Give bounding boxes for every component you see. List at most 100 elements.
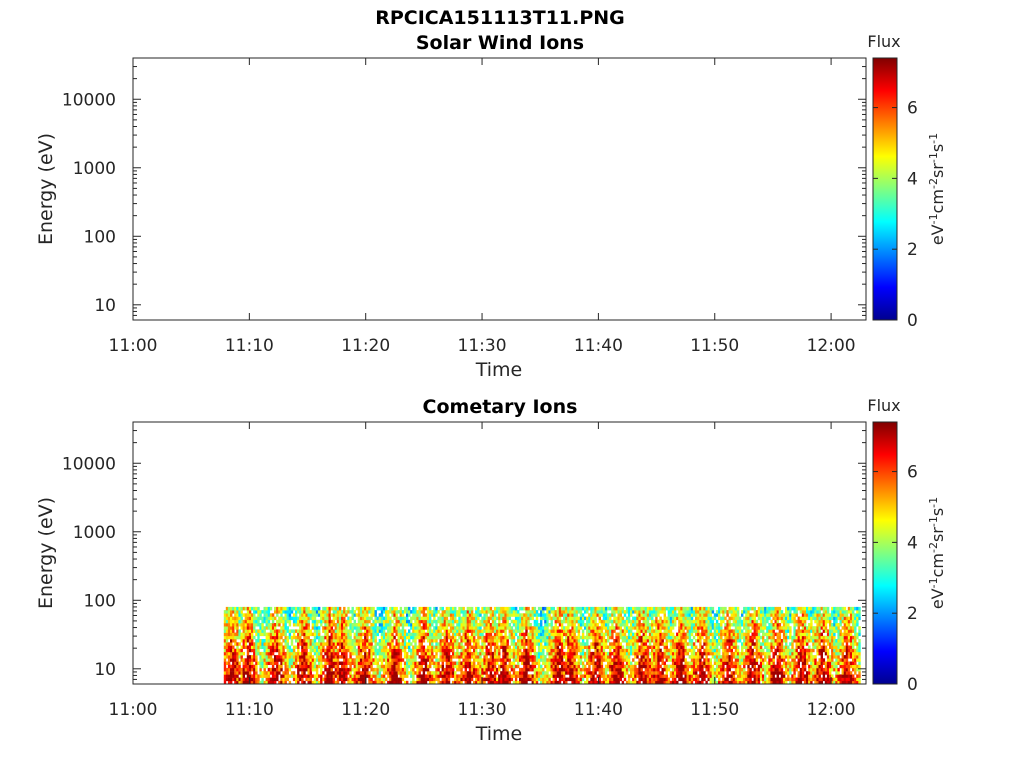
spectrogram-cell	[305, 642, 307, 646]
spectrogram-cell	[251, 668, 253, 672]
spectrogram-cell	[561, 610, 563, 614]
spectrogram-cell	[305, 617, 307, 621]
spectrogram-cell	[618, 674, 620, 678]
spectrogram-cell	[272, 639, 274, 643]
spectrogram-cell	[347, 607, 349, 611]
spectrogram-cell	[467, 652, 469, 656]
spectrogram-cell	[486, 620, 488, 624]
spectrogram-cell	[408, 613, 410, 617]
spectrogram-cell	[278, 639, 280, 643]
spectrogram-cell	[282, 674, 284, 678]
spectrogram-cell	[685, 646, 687, 650]
spectrogram-cell	[527, 617, 529, 621]
spectrogram-cell	[561, 633, 563, 637]
spectrogram-cell	[618, 646, 620, 650]
spectrogram-cell	[689, 620, 691, 624]
spectrogram-cell	[659, 610, 661, 614]
spectrogram-cell	[460, 665, 462, 669]
spectrogram-cell	[364, 662, 366, 666]
spectrogram-cell	[375, 655, 377, 659]
spectrogram-cell	[601, 671, 603, 675]
spectrogram-cell	[540, 671, 542, 675]
spectrogram-cell	[414, 613, 416, 617]
spectrogram-cell	[502, 678, 504, 682]
spectrogram-cell	[301, 623, 303, 627]
spectrogram-cell	[611, 633, 613, 637]
spectrogram-cell	[293, 636, 295, 640]
spectrogram-cell	[519, 639, 521, 643]
spectrogram-cell	[375, 646, 377, 650]
spectrogram-cell	[391, 629, 393, 633]
spectrogram-cell	[356, 652, 358, 656]
spectrogram-cell	[310, 668, 312, 672]
spectrogram-cell	[452, 642, 454, 646]
spectrogram-cell	[368, 617, 370, 621]
spectrogram-cell	[331, 646, 333, 650]
spectrogram-cell	[523, 613, 525, 617]
spectrogram-cell	[314, 623, 316, 627]
spectrogram-cell	[703, 678, 705, 682]
spectrogram-cell	[615, 617, 617, 621]
spectrogram-cell	[571, 665, 573, 669]
spectrogram-cell	[691, 655, 693, 659]
spectrogram-cell	[232, 610, 234, 614]
spectrogram-cell	[287, 646, 289, 650]
spectrogram-cell	[391, 642, 393, 646]
spectrogram-cell	[473, 639, 475, 643]
spectrogram-cell	[643, 665, 645, 669]
spectrogram-cell	[343, 633, 345, 637]
spectrogram-cell	[385, 646, 387, 650]
spectrogram-cell	[337, 678, 339, 682]
spectrogram-cell	[695, 665, 697, 669]
spectrogram-cell	[507, 613, 509, 617]
spectrogram-cell	[245, 613, 247, 617]
spectrogram-cell	[387, 613, 389, 617]
spectrogram-cell	[693, 626, 695, 630]
spectrogram-cell	[538, 633, 540, 637]
spectrogram-cell	[551, 626, 553, 630]
spectrogram-cell	[253, 655, 255, 659]
spectrogram-cell	[331, 633, 333, 637]
spectrogram-cell	[594, 633, 596, 637]
spectrogram-cell	[341, 662, 343, 666]
spectrogram-cell	[234, 617, 236, 621]
spectrogram-cell	[569, 623, 571, 627]
spectrogram-cell	[467, 646, 469, 650]
spectrogram-cell	[238, 671, 240, 675]
spectrogram-cell	[243, 629, 245, 633]
spectrogram-cell	[446, 610, 448, 614]
spectrogram-cell	[486, 633, 488, 637]
spectrogram-cell	[440, 620, 442, 624]
spectrogram-cell	[521, 671, 523, 675]
spectrogram-cell	[530, 658, 532, 662]
spectrogram-cell	[601, 639, 603, 643]
spectrogram-cell	[559, 678, 561, 682]
spectrogram-cell	[507, 636, 509, 640]
spectrogram-cell	[597, 613, 599, 617]
spectrogram-cell	[481, 633, 483, 637]
spectrogram-cell	[622, 674, 624, 678]
spectrogram-cell	[469, 639, 471, 643]
spectrogram-cell	[358, 652, 360, 656]
spectrogram-cell	[440, 671, 442, 675]
spectrogram-cell	[555, 617, 557, 621]
spectrogram-cell	[352, 610, 354, 614]
spectrogram-cell	[416, 620, 418, 624]
spectrogram-cell	[599, 633, 601, 637]
spectrogram-cell	[326, 626, 328, 630]
spectrogram-cell	[626, 671, 628, 675]
spectrogram-cell	[628, 646, 630, 650]
spectrogram-cell	[452, 646, 454, 650]
spectrogram-cell	[259, 668, 261, 672]
spectrogram-cell	[649, 626, 651, 630]
spectrogram-cell	[305, 655, 307, 659]
spectrogram-cell	[605, 642, 607, 646]
spectrogram-cell	[349, 623, 351, 627]
spectrogram-cell	[599, 655, 601, 659]
spectrogram-cell	[555, 629, 557, 633]
spectrogram-cell	[477, 613, 479, 617]
spectrogram-cell	[662, 636, 664, 640]
spectrogram-cell	[448, 658, 450, 662]
spectrogram-cell	[689, 671, 691, 675]
spectrogram-cell	[333, 620, 335, 624]
